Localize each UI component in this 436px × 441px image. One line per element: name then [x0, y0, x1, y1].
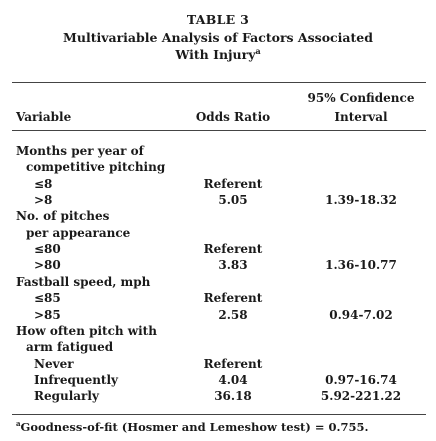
header-ci-line1: 95% Confidence [307, 91, 415, 105]
row-label: competitive pitching [26, 160, 166, 175]
table-subtitle-line1: Multivariable Analysis of Factors Associ… [63, 30, 373, 45]
row-odds-ratio: Referent [203, 291, 263, 306]
row-label: ≤8 [34, 176, 53, 191]
footnote-mark: a [16, 419, 21, 429]
row-odds-ratio: Referent [203, 176, 263, 191]
row-label: How often pitch with [16, 323, 157, 338]
table-subtitle-line2: With Injurya [0, 47, 436, 63]
row-label: Never [34, 356, 74, 371]
row-label: per appearance [26, 225, 131, 240]
row-confidence-interval: 1.39-18.32 [325, 193, 397, 208]
row-label: >85 [34, 307, 61, 322]
row-odds-ratio: Referent [203, 356, 263, 371]
table-title: TABLE 3 [186, 12, 250, 27]
subtitle-footnote-mark: a [255, 45, 261, 56]
row-confidence-interval: 0.94-7.02 [329, 307, 393, 322]
table-footnote: aGoodness-of-fit (Hosmer and Lemeshow te… [16, 420, 368, 434]
row-odds-ratio: 36.18 [214, 389, 252, 404]
header-rule [12, 130, 426, 131]
row-odds-ratio: 3.83 [218, 258, 248, 273]
row-confidence-interval: 0.97-16.74 [325, 372, 397, 387]
row-confidence-interval: 1.36-10.77 [325, 258, 397, 273]
header-odds-ratio: Odds Ratio [195, 110, 271, 124]
header-ci-line2: Interval [334, 110, 388, 124]
row-label: arm fatigued [26, 340, 114, 355]
row-label: >8 [34, 193, 53, 208]
row-label: >80 [34, 258, 61, 273]
row-label: ≤85 [34, 291, 61, 306]
row-odds-ratio: Referent [203, 242, 263, 257]
table-subtitle-line2-text: With Injury [175, 47, 256, 62]
row-odds-ratio: 2.58 [218, 307, 248, 322]
row-label: Fastball speed, mph [16, 274, 151, 289]
row-label: Regularly [34, 389, 99, 404]
row-confidence-interval: 5.92-221.22 [320, 389, 402, 404]
row-odds-ratio: 5.05 [218, 193, 248, 208]
footnote-text: Goodness-of-fit (Hosmer and Lemeshow tes… [20, 420, 369, 434]
row-label: Months per year of [16, 144, 144, 158]
top-rule [12, 82, 426, 83]
bottom-rule [12, 414, 426, 415]
row-label: Infrequently [34, 372, 119, 387]
row-odds-ratio: 4.04 [218, 372, 248, 387]
header-variable: Variable [16, 110, 72, 124]
row-label: No. of pitches [16, 209, 110, 224]
row-label: ≤80 [34, 242, 61, 257]
